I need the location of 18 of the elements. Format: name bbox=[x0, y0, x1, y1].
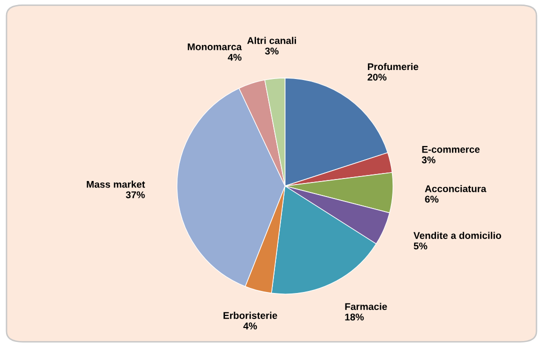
slice-label: Altri canali bbox=[247, 36, 296, 44]
data-label: 4% bbox=[228, 54, 242, 61]
data-label: 5% bbox=[414, 242, 428, 250]
data-label: 6% bbox=[425, 196, 438, 203]
data-label: 3% bbox=[422, 156, 436, 164]
data-label: 3% bbox=[265, 48, 279, 55]
slice-label: Mass market bbox=[86, 180, 145, 188]
slice-label: Acconciatura bbox=[424, 185, 486, 192]
data-label: 4% bbox=[243, 322, 257, 330]
slice-label: Erboristerie bbox=[224, 312, 278, 319]
data-label: 18% bbox=[345, 314, 364, 320]
data-label: 20% bbox=[368, 74, 386, 81]
data-label: 37% bbox=[126, 191, 145, 198]
slice-label: Profumerie bbox=[368, 62, 418, 70]
slice-label: E-commerce bbox=[422, 146, 480, 153]
slice-label: Vendite a domicilio bbox=[414, 232, 502, 239]
slice-label: Monomarca bbox=[188, 43, 242, 50]
slice-label: Farmacie bbox=[345, 302, 387, 310]
